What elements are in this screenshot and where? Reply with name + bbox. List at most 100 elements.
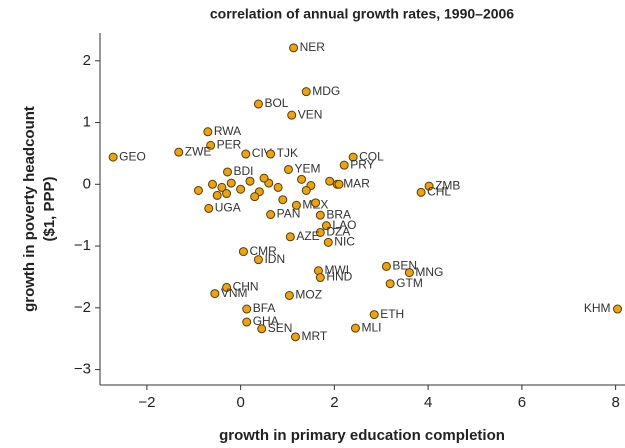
point <box>226 178 236 188</box>
x-axis-label: growth in primary education completion <box>219 427 505 444</box>
point-label: CIV <box>252 146 272 160</box>
point-label: PRY <box>350 157 374 171</box>
point <box>301 87 311 97</box>
point <box>381 261 391 271</box>
point <box>266 210 276 220</box>
point <box>334 179 344 189</box>
point-label: DZA <box>326 225 350 239</box>
point <box>385 279 395 289</box>
y-tick-label: −2 <box>74 299 91 316</box>
point <box>289 43 299 53</box>
point <box>278 195 288 205</box>
point-label: ZMB <box>435 178 460 192</box>
point <box>315 273 325 283</box>
point-label: MDG <box>312 84 340 98</box>
point-label: MNG <box>415 265 443 279</box>
point-label: AZE <box>296 229 319 243</box>
point-label: MOZ <box>295 288 322 302</box>
point <box>290 332 300 342</box>
point-label: MRT <box>301 329 327 343</box>
point <box>315 227 325 237</box>
point-label: CMR <box>249 244 277 258</box>
point-label: CHN <box>233 280 259 294</box>
point-label: VEN <box>298 107 323 121</box>
point <box>206 140 216 150</box>
point-label: PAN <box>277 207 301 221</box>
point <box>222 189 232 199</box>
point <box>321 221 331 231</box>
point-label: TJK <box>277 146 298 160</box>
point <box>210 289 220 299</box>
point <box>613 304 622 314</box>
y-tick-label: −3 <box>74 361 91 378</box>
point-label: CHL <box>427 184 451 198</box>
x-tick-label: 0 <box>236 394 244 411</box>
point <box>253 99 263 109</box>
point <box>212 190 222 200</box>
point <box>284 290 294 300</box>
point-label: MWI <box>324 263 349 277</box>
y-tick-label: 1 <box>83 114 91 131</box>
point <box>291 200 301 210</box>
y-tick-label: 0 <box>83 175 91 192</box>
point <box>325 176 335 186</box>
point <box>315 210 325 220</box>
point-label: BRA <box>326 207 351 221</box>
point <box>236 184 246 194</box>
point-label: GEO <box>119 149 146 163</box>
point <box>283 164 293 174</box>
point-label: COL <box>359 149 384 163</box>
point <box>323 237 333 247</box>
point-label: GHA <box>253 314 279 328</box>
x-tick-label: 8 <box>611 394 619 411</box>
point <box>217 182 227 192</box>
point-label: BFA <box>253 301 276 315</box>
point <box>339 160 349 170</box>
x-tick-label: 6 <box>518 394 526 411</box>
point-label: SEN <box>268 321 293 335</box>
point-label: IDN <box>264 252 285 266</box>
point <box>253 255 263 265</box>
point-label: BDI <box>234 164 254 178</box>
point-label: MLI <box>361 320 381 334</box>
point <box>238 247 248 257</box>
point-label: KHM <box>584 301 611 315</box>
point-label: BOL <box>264 96 288 110</box>
point <box>350 323 360 333</box>
point <box>273 182 283 192</box>
point <box>348 152 358 162</box>
point <box>223 167 232 177</box>
point-label: PER <box>217 138 242 152</box>
point-label: YEM <box>294 162 320 176</box>
point-label: RWA <box>214 124 241 138</box>
point <box>241 149 251 159</box>
x-tick-label: −2 <box>138 394 155 411</box>
point <box>203 127 213 137</box>
point-label: NER <box>300 40 326 54</box>
point-label: NIC <box>334 235 355 249</box>
point <box>404 268 414 278</box>
point <box>222 282 232 292</box>
point <box>242 304 252 314</box>
point <box>285 232 295 242</box>
point <box>266 149 276 159</box>
y-axis-label: ($1, PPP) <box>41 176 58 241</box>
point <box>108 152 118 162</box>
point-label: GTM <box>396 276 423 290</box>
point-label: ETH <box>380 307 404 321</box>
y-tick-label: 2 <box>83 52 91 69</box>
point <box>416 187 426 197</box>
point <box>174 147 184 157</box>
point-label: LAO <box>332 218 356 232</box>
point-label: MAR <box>343 176 370 190</box>
point <box>311 198 321 208</box>
y-axis-label: growth in poverty headcount <box>21 106 38 312</box>
x-tick-label: 4 <box>424 394 432 411</box>
point <box>424 181 434 191</box>
chart-title: correlation of annual growth rates, 1990… <box>210 6 514 22</box>
point-label: VNM <box>221 286 248 300</box>
point <box>301 185 311 195</box>
point <box>257 324 267 334</box>
y-tick-label: −1 <box>74 237 91 254</box>
